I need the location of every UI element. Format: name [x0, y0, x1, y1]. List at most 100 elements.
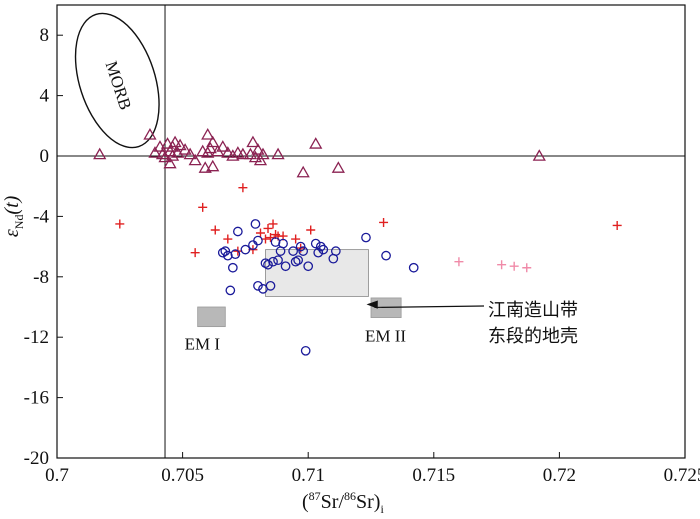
triangle-point [309, 137, 323, 149]
circle-point [278, 238, 288, 249]
circle-point [217, 247, 228, 258]
y-tick-label: -20 [24, 448, 49, 469]
cross-point [210, 225, 220, 235]
circle-point [233, 226, 243, 237]
crust-arrow-line [374, 305, 485, 309]
annotations: MORB EM I EM II 江南造山带 东段的地壳 [102, 59, 578, 354]
triangle-point [226, 149, 240, 161]
light-cross-point [454, 257, 464, 267]
circle-point [253, 281, 263, 291]
crust-arrow-head [366, 300, 378, 309]
crust-label-line1: 江南造山带 [488, 300, 578, 321]
circle-point [298, 246, 309, 256]
cross-point [238, 183, 248, 193]
circle-point [381, 250, 391, 261]
cross-point [291, 234, 301, 244]
plot-area [57, 5, 685, 458]
light-cross-point [522, 263, 532, 273]
y-tick-label: 8 [40, 25, 50, 46]
y-tick-label: -4 [33, 206, 49, 227]
triangle-point [165, 149, 180, 161]
x-title-sr-slash: Sr/ [321, 491, 345, 513]
x-tick-label: 0.7 [45, 465, 69, 486]
cross-point [223, 234, 233, 244]
light-cross-point [497, 260, 507, 270]
circle-point [230, 249, 241, 259]
x-title-sup-86: 86 [344, 489, 356, 503]
triangle-point [532, 149, 546, 161]
circle-point [408, 262, 419, 273]
triangle-point [246, 135, 260, 148]
triangle-point [163, 156, 177, 169]
crust-label-line2: 东段的地壳 [488, 326, 578, 347]
x-tick-label: 0.72 [543, 465, 576, 486]
triangle-point [168, 135, 182, 148]
light-cross-point [509, 261, 519, 271]
circle-point [263, 259, 273, 270]
triangle-point [236, 147, 250, 160]
circle-point [315, 241, 326, 252]
cross-point [306, 225, 316, 235]
triangle-point [148, 146, 162, 158]
cross-point [266, 233, 276, 243]
circle-point [273, 255, 283, 266]
x-title-sup-87: 87 [309, 489, 321, 503]
x-title-sub-i: i [380, 502, 384, 516]
y-title-subscript: Nd [12, 215, 26, 230]
circle-point [313, 247, 324, 258]
cross-point [263, 223, 273, 233]
x-title-part-open: ( [302, 491, 309, 513]
triangle-point [203, 141, 217, 154]
circle-point [265, 281, 276, 291]
y-tick-label: -12 [24, 327, 49, 348]
morb-ellipse [74, 12, 160, 149]
axes: εNd(t) (87Sr/86Sr)i 0.7 0.705 0.71 0.715 0.7… [1, 4, 700, 516]
y-tick-label: -16 [24, 388, 49, 409]
circle-point [330, 246, 341, 256]
circle-point [253, 235, 263, 246]
triangle-point [93, 147, 107, 160]
y-title-t: (t) [1, 195, 23, 214]
circle-point [303, 261, 314, 272]
y-tick-label: -8 [33, 267, 49, 288]
cross-point [612, 220, 622, 230]
triangle-point [188, 153, 202, 166]
cross-point [190, 248, 200, 258]
triangle-point [206, 159, 220, 172]
triangle-point [158, 150, 172, 163]
morb-label: MORB [102, 59, 136, 112]
circle-point [227, 262, 238, 273]
triangle-point [206, 135, 220, 148]
triangle-point [198, 161, 212, 173]
em1-label: EM I [185, 335, 221, 354]
cross-point [268, 219, 278, 229]
circle-point [310, 238, 321, 249]
triangle-point [296, 165, 310, 178]
triangle-point [251, 143, 265, 155]
x-axis-title: (87Sr/86Sr)i [302, 489, 384, 516]
circle-point [270, 237, 281, 247]
cross-point [255, 228, 265, 238]
x-tick-label: 0.705 [161, 465, 204, 486]
triangle-point [271, 147, 285, 160]
triangle-point [221, 146, 235, 158]
em2-label: EM II [365, 327, 406, 346]
y-tick-label: 4 [40, 86, 50, 107]
cross-point [198, 202, 208, 212]
y-axis-title: εNd(t) [1, 195, 26, 237]
cross-point [115, 219, 125, 229]
circle-point [280, 261, 291, 272]
data-points [93, 128, 622, 356]
triangle-point [183, 147, 197, 160]
circle-point [250, 219, 261, 229]
x-tick-label: 0.715 [412, 465, 455, 486]
circle-point [288, 246, 298, 256]
x-title-sr-close: Sr) [356, 491, 380, 513]
x-tick-label: 0.725 [664, 465, 700, 486]
em-i-field [197, 306, 226, 328]
circle-point [318, 244, 329, 255]
triangle-point [331, 161, 345, 173]
cross-point [379, 217, 389, 227]
y-tick-label: 0 [40, 146, 50, 167]
